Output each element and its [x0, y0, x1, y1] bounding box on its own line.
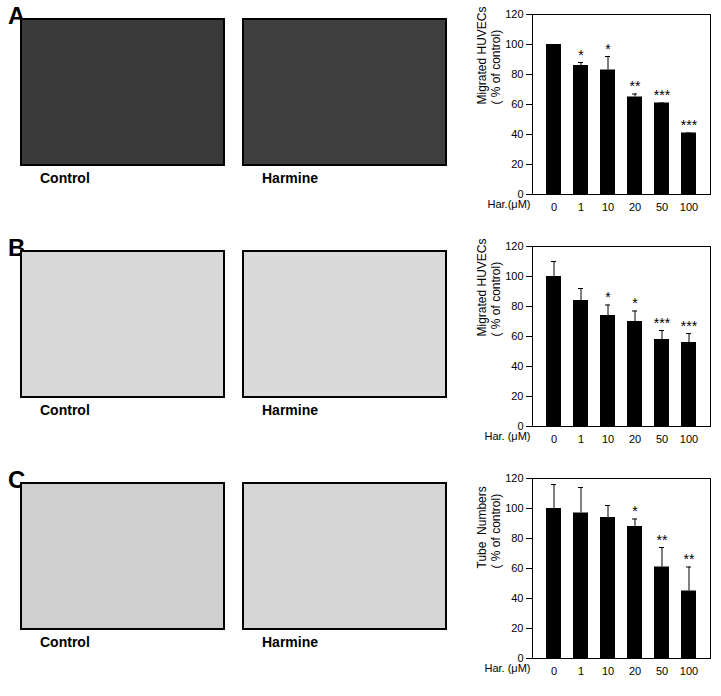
html-text:B: B	[8, 234, 26, 261]
svg-text:120: 120	[505, 8, 523, 20]
svg-text:**: **	[684, 551, 695, 567]
html-text:A: A	[8, 2, 26, 29]
svg-text:50: 50	[656, 433, 668, 445]
svg-text:Tube Numbers: Tube Numbers	[475, 486, 489, 568]
html-text:Harmine: Harmine	[262, 402, 318, 418]
svg-text:***: ***	[681, 117, 698, 133]
svg-text:( % of control): ( % of control)	[489, 262, 503, 337]
html-text:Control: Control	[40, 634, 90, 650]
svg-text:0: 0	[517, 188, 524, 200]
svg-text:10: 10	[602, 433, 614, 445]
svg-text:60: 60	[511, 98, 523, 110]
svg-text:60: 60	[511, 330, 523, 342]
svg-text:***: ***	[681, 318, 698, 334]
svg-text:80: 80	[511, 68, 523, 80]
svg-text:80: 80	[511, 532, 523, 544]
svg-text:60: 60	[511, 562, 523, 574]
svg-text:1: 1	[578, 433, 584, 445]
svg-text:20: 20	[629, 665, 641, 677]
svg-text:20: 20	[511, 390, 523, 402]
html-text:Harmine: Harmine	[262, 634, 318, 650]
svg-text:Migrated HUVECs: Migrated HUVECs	[475, 238, 489, 336]
svg-text:20: 20	[629, 433, 641, 445]
svg-text:*: *	[605, 41, 611, 57]
svg-text:40: 40	[511, 128, 523, 140]
svg-text:**: **	[657, 532, 668, 548]
svg-text:50: 50	[656, 665, 668, 677]
html-text:C: C	[8, 466, 26, 493]
svg-text:10: 10	[602, 665, 614, 677]
svg-text:*: *	[632, 503, 638, 519]
svg-text:100: 100	[680, 433, 698, 445]
svg-text:1: 1	[578, 201, 584, 213]
svg-text:***: ***	[654, 87, 671, 103]
svg-text:40: 40	[511, 360, 523, 372]
svg-text:0: 0	[551, 201, 557, 213]
svg-text:20: 20	[511, 158, 523, 170]
svg-text:120: 120	[505, 472, 523, 484]
svg-text:Har. (μM): Har. (μM)	[484, 430, 530, 442]
html-text:Harmine: Harmine	[262, 170, 318, 186]
svg-text:0: 0	[551, 433, 557, 445]
svg-text:20: 20	[511, 622, 523, 634]
svg-text:100: 100	[680, 665, 698, 677]
svg-text:100: 100	[505, 270, 523, 282]
svg-text:40: 40	[511, 592, 523, 604]
html-text:Control: Control	[40, 170, 90, 186]
svg-text:*: *	[632, 295, 638, 311]
svg-text:*: *	[578, 47, 584, 63]
svg-text:Migrated HUVECs: Migrated HUVECs	[475, 6, 489, 104]
html-text:Control: Control	[40, 402, 90, 418]
svg-text:1: 1	[578, 665, 584, 677]
svg-text:***: ***	[654, 315, 671, 331]
svg-text:0: 0	[551, 665, 557, 677]
svg-text:*: *	[605, 289, 611, 305]
svg-text:0: 0	[517, 652, 524, 664]
svg-text:Har. (μM): Har. (μM)	[484, 662, 530, 674]
svg-text:100: 100	[505, 502, 523, 514]
svg-text:( % of control): ( % of control)	[489, 30, 503, 105]
svg-text:Har.(μM): Har.(μM)	[487, 198, 530, 210]
svg-text:20: 20	[629, 201, 641, 213]
svg-text:100: 100	[680, 201, 698, 213]
svg-text:120: 120	[505, 240, 523, 252]
svg-text:80: 80	[511, 300, 523, 312]
svg-text:**: **	[630, 78, 641, 94]
svg-text:0: 0	[517, 420, 524, 432]
svg-text:50: 50	[656, 201, 668, 213]
svg-text:100: 100	[505, 38, 523, 50]
svg-text:( % of control): ( % of control)	[489, 494, 503, 569]
svg-text:10: 10	[602, 201, 614, 213]
